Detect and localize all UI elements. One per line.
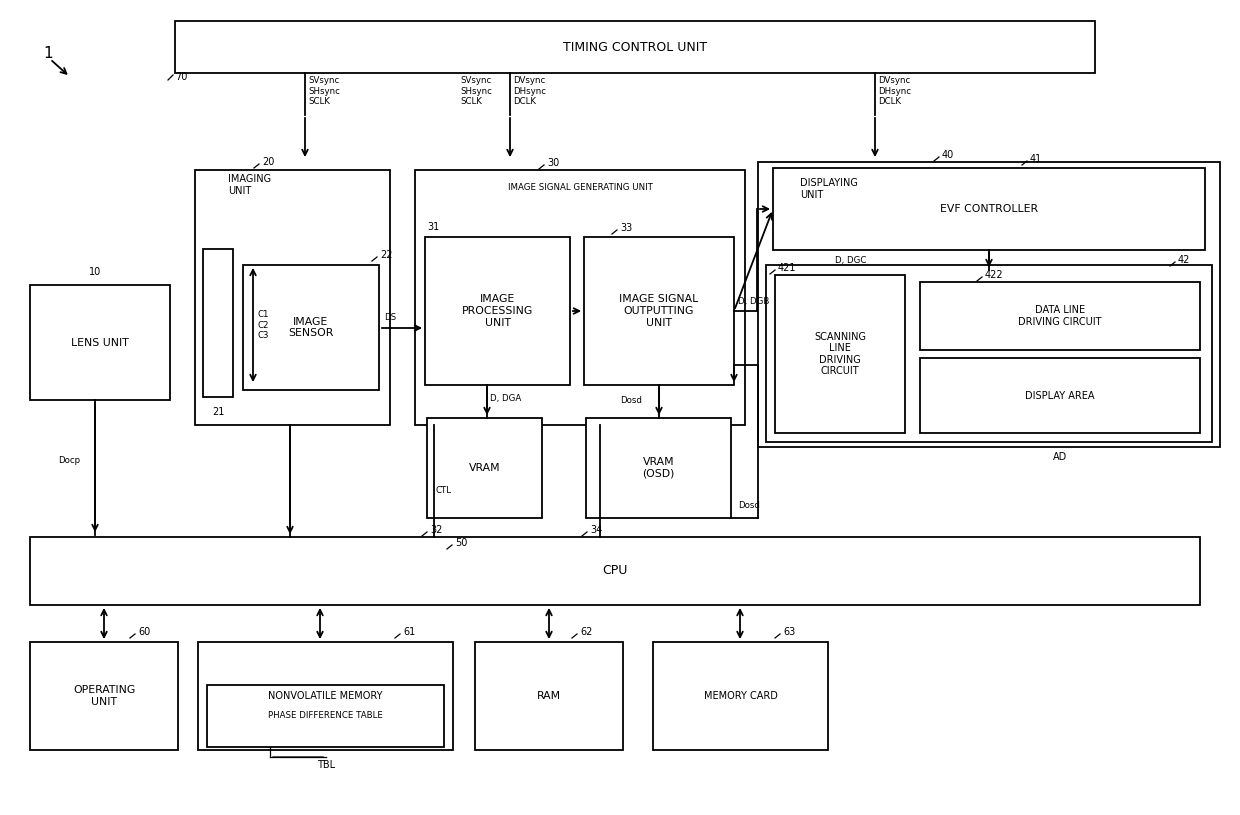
- Text: VRAM
(OSD): VRAM (OSD): [642, 457, 675, 478]
- Text: 50: 50: [455, 538, 467, 548]
- Bar: [30, 642, 179, 750]
- Text: SVsync
SHsync
SCLK: SVsync SHsync SCLK: [460, 76, 492, 106]
- Bar: [425, 237, 570, 385]
- Bar: [773, 168, 1205, 250]
- Text: Dosd: Dosd: [620, 395, 642, 404]
- Text: Docp: Docp: [58, 456, 81, 465]
- Text: LENS UNIT: LENS UNIT: [71, 337, 129, 347]
- Bar: [30, 285, 170, 400]
- Text: SCANNING
LINE
DRIVING
CIRCUIT: SCANNING LINE DRIVING CIRCUIT: [813, 332, 866, 377]
- Bar: [243, 265, 379, 390]
- Bar: [758, 162, 1220, 447]
- Text: PHASE DIFFERENCE TABLE: PHASE DIFFERENCE TABLE: [268, 711, 383, 720]
- Text: 31: 31: [427, 222, 439, 232]
- Text: IMAGE
PROCESSING
UNIT: IMAGE PROCESSING UNIT: [461, 294, 533, 328]
- Text: DS: DS: [384, 312, 396, 321]
- Text: VRAM: VRAM: [469, 463, 500, 473]
- Text: EVF CONTROLLER: EVF CONTROLLER: [940, 204, 1038, 214]
- Text: DISPLAY AREA: DISPLAY AREA: [1025, 390, 1095, 400]
- Bar: [920, 358, 1200, 433]
- Bar: [587, 418, 732, 518]
- Text: D, DGB: D, DGB: [738, 297, 769, 306]
- Bar: [920, 282, 1200, 350]
- Text: 22: 22: [379, 250, 393, 260]
- Text: AD: AD: [1053, 452, 1068, 462]
- Text: TBL: TBL: [317, 760, 335, 770]
- Text: D, DGA: D, DGA: [490, 394, 521, 403]
- Text: IMAGING
UNIT: IMAGING UNIT: [228, 174, 272, 196]
- Bar: [427, 418, 542, 518]
- Text: DVsync
DHsync
DCLK: DVsync DHsync DCLK: [878, 76, 911, 106]
- Text: CTL: CTL: [436, 486, 453, 495]
- Text: RAM: RAM: [537, 691, 560, 701]
- Bar: [584, 237, 734, 385]
- Bar: [195, 170, 391, 425]
- Text: 41: 41: [1030, 154, 1043, 164]
- Text: SVsync
SHsync
SCLK: SVsync SHsync SCLK: [308, 76, 340, 106]
- Bar: [207, 685, 444, 747]
- Bar: [775, 275, 905, 433]
- Bar: [653, 642, 828, 750]
- Text: 63: 63: [782, 627, 795, 637]
- Text: MEMORY CARD: MEMORY CARD: [703, 691, 777, 701]
- Text: 32: 32: [430, 525, 443, 535]
- Text: 10: 10: [89, 267, 102, 277]
- Bar: [766, 265, 1211, 442]
- Text: D, DGC: D, DGC: [835, 255, 867, 265]
- Text: C1
C2
C3: C1 C2 C3: [257, 310, 269, 340]
- Text: 40: 40: [942, 150, 955, 160]
- Text: IMAGE SIGNAL GENERATING UNIT: IMAGE SIGNAL GENERATING UNIT: [507, 183, 652, 192]
- Text: 30: 30: [547, 158, 559, 168]
- Bar: [198, 642, 453, 750]
- Text: IMAGE
SENSOR: IMAGE SENSOR: [289, 317, 334, 338]
- Bar: [175, 21, 1095, 73]
- Bar: [415, 170, 745, 425]
- Text: 20: 20: [262, 157, 274, 167]
- Text: 70: 70: [175, 72, 187, 82]
- Text: DATA LINE
DRIVING CIRCUIT: DATA LINE DRIVING CIRCUIT: [1018, 305, 1102, 327]
- Text: DISPLAYING
UNIT: DISPLAYING UNIT: [800, 178, 858, 200]
- Bar: [475, 642, 622, 750]
- Text: 61: 61: [403, 627, 415, 637]
- Text: 21: 21: [212, 407, 224, 417]
- Text: TIMING CONTROL UNIT: TIMING CONTROL UNIT: [563, 41, 707, 54]
- Text: 33: 33: [620, 223, 632, 233]
- Text: 62: 62: [580, 627, 593, 637]
- Text: Dosd: Dosd: [738, 500, 760, 509]
- Text: 60: 60: [138, 627, 150, 637]
- Bar: [30, 537, 1200, 605]
- Bar: [203, 249, 233, 397]
- Text: 1: 1: [43, 46, 53, 60]
- Text: 34: 34: [590, 525, 603, 535]
- Text: NONVOLATILE MEMORY: NONVOLATILE MEMORY: [268, 691, 383, 701]
- Text: DVsync
DHsync
DCLK: DVsync DHsync DCLK: [513, 76, 546, 106]
- Text: OPERATING
UNIT: OPERATING UNIT: [73, 685, 135, 707]
- Text: CPU: CPU: [603, 565, 627, 578]
- Text: IMAGE SIGNAL
OUTPUTTING
UNIT: IMAGE SIGNAL OUTPUTTING UNIT: [619, 294, 698, 328]
- Text: 421: 421: [777, 263, 796, 273]
- Text: 42: 42: [1178, 255, 1190, 265]
- Text: 422: 422: [985, 270, 1003, 280]
